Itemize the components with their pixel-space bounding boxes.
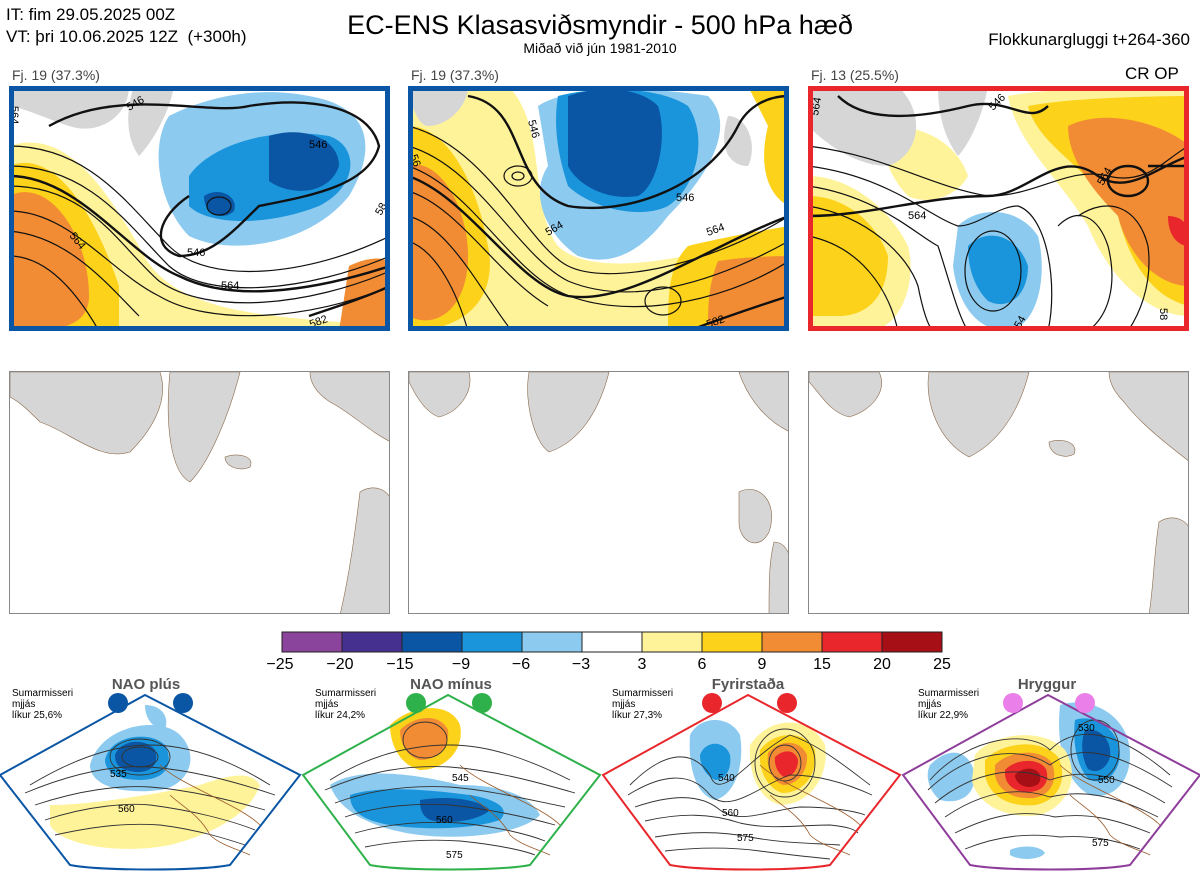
colorbar-tick: −3	[571, 656, 591, 673]
chart-subtitle: Miðað við jún 1981-2010	[523, 40, 677, 56]
colorbar-bin	[341, 631, 403, 653]
colorbar-tick: 9	[757, 656, 767, 673]
colorbar-tick: −15	[386, 656, 414, 673]
regime-dot	[406, 693, 426, 713]
regime-dot	[1003, 693, 1023, 713]
regime-3-info: Sumarmisseri mjjás líkur 27,3%	[612, 688, 674, 721]
colorbar-tick: −25	[266, 656, 294, 673]
regime-map-blocking: 540 560 575	[601, 693, 902, 871]
empty-map-2	[408, 371, 789, 614]
regime-contour-label: 560	[722, 808, 739, 819]
colorbar	[280, 631, 944, 658]
panel-1-frame	[9, 86, 390, 331]
colorbar-tick: −20	[326, 656, 354, 673]
classification-window: Flokkunargluggi t+264-360	[988, 30, 1190, 49]
contour-label: 546	[187, 247, 205, 259]
regime-4-info: Sumarmisseri mjjás líkur 22,9%	[918, 688, 980, 721]
regime-dot	[173, 693, 193, 713]
panel-2-frame	[408, 86, 789, 331]
operational-tag: CR OP	[1125, 64, 1179, 83]
panel-2-label: Fj. 19 (37.3%)	[411, 67, 499, 83]
regime-contour-label: 575	[1092, 838, 1109, 849]
panel-3-frame	[808, 86, 1189, 331]
colorbar-tick: −6	[511, 656, 531, 673]
contour-label: 564	[908, 210, 926, 222]
regime-dot	[702, 693, 722, 713]
colorbar-bin	[461, 631, 523, 653]
colorbar-bin	[521, 631, 583, 653]
colorbar-tick: −9	[451, 656, 471, 673]
cluster-map-1: 546 546 564 546 564 582 564 58	[9, 86, 390, 331]
colorbar-bin	[821, 631, 883, 653]
regime-map-nao-plus: 535 560	[0, 693, 302, 871]
regime-dot	[777, 693, 797, 713]
regime-dot	[472, 693, 492, 713]
empty-map-3	[808, 371, 1189, 614]
colorbar-tick: 25	[933, 656, 951, 673]
contour-label: 58	[1157, 308, 1169, 320]
cluster-map-1-svg: 546 546 564 546 564 582 564 58	[9, 86, 390, 331]
regime-map-ridge: 530 550 575	[901, 693, 1200, 871]
colorbar-tick: 20	[873, 656, 891, 673]
contour-label: 564	[705, 221, 726, 239]
regime-4-name: Hryggur	[1017, 676, 1077, 693]
regime-dot	[1075, 693, 1095, 713]
colorbar-tick: 3	[637, 656, 647, 673]
contour-label: 546	[525, 119, 541, 140]
forecast-times: IT: fim 29.05.2025 00Z VT: þri 10.06.202…	[6, 4, 247, 48]
colorbar-bin	[641, 631, 703, 653]
regime-contour-label: 535	[110, 769, 127, 780]
regime-contour-label: 545	[452, 773, 469, 784]
colorbar-bin	[761, 631, 823, 653]
regime-contour-label: 575	[446, 850, 463, 861]
regime-map-nao-minus: 545 560 575	[301, 693, 602, 871]
regime-2-name: NAO mínus	[410, 676, 492, 693]
init-time: IT: fim 29.05.2025 00Z	[6, 5, 176, 24]
contour-label: 564	[221, 280, 239, 292]
colorbar-bin	[881, 631, 943, 653]
colorbar-bin	[701, 631, 763, 653]
cluster-map-2-svg: 546 546 564 564 582 56	[408, 86, 789, 331]
empty-map-1	[9, 371, 390, 614]
regime-contour-label: 560	[118, 804, 135, 815]
colorbar-bin	[401, 631, 463, 653]
regime-contour-label: 575	[737, 833, 754, 844]
cluster-map-3: 546 564 564 54 564 58	[808, 86, 1189, 331]
colorbar-svg	[281, 631, 943, 653]
regime-contour-label: 560	[436, 815, 453, 826]
chart-title: EC-ENS Klasasviðsmyndir - 500 hPa hæð	[347, 10, 853, 40]
regime-maps-svg: 535 560 545 560 575	[0, 693, 1200, 871]
regime-contour-label: 530	[1078, 723, 1095, 734]
regime-2-info: Sumarmisseri mjjás líkur 24,2%	[315, 688, 377, 721]
cluster-map-3-svg: 546 564 564 54 564 58	[808, 86, 1189, 331]
contour-label: 564	[9, 106, 20, 124]
colorbar-tick: 6	[697, 656, 707, 673]
panel-3-label: Fj. 13 (25.5%)	[811, 67, 899, 83]
cluster-map-2: 546 546 564 564 582 56	[408, 86, 789, 331]
regime-1-name: NAO plús	[111, 676, 181, 693]
panel-1-label: Fj. 19 (37.3%)	[12, 67, 100, 83]
regime-dot	[108, 693, 128, 713]
regime-contour-label: 540	[718, 773, 735, 784]
regime-maps: 535 560 545 560 575	[0, 675, 1200, 871]
regime-3-name: Fyrirstaða	[711, 676, 785, 693]
colorbar-bin	[581, 631, 643, 653]
valid-time: VT: þri 10.06.2025 12Z (+300h)	[6, 27, 247, 46]
colorbar-tick: 15	[813, 656, 831, 673]
contour-label: 546	[676, 192, 694, 204]
regime-contour-label: 550	[1098, 775, 1115, 786]
colorbar-bin	[281, 631, 343, 653]
contour-label: 546	[309, 139, 327, 151]
regime-1-info: Sumarmisseri mjjás líkur 25,6%	[12, 688, 74, 721]
